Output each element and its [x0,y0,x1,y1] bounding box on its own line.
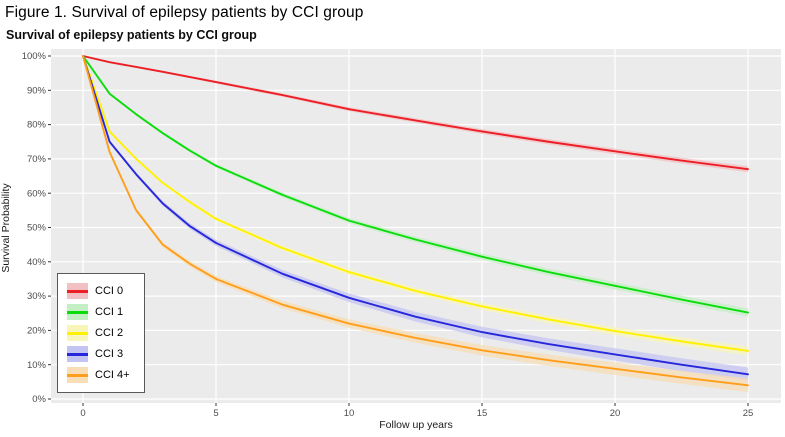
legend-key-swatch [67,283,88,299]
legend-key-line [67,332,88,335]
y-axis-title: Survival Probability [0,183,12,273]
legend-item-label: CCI 1 [95,306,124,318]
y-tick-label: 70% [27,154,47,165]
legend-item: CCI 2 [67,323,144,344]
y-tick-label: 10% [27,360,47,371]
x-tick-label: 10 [344,408,355,419]
legend-item: CCI 0 [67,281,144,302]
legend-item-label: CCI 3 [95,348,124,360]
y-tick-label: 90% [27,85,47,96]
y-tick-label: 60% [27,188,47,199]
y-tick-label: 30% [27,291,47,302]
x-tick-label: 20 [610,408,621,419]
y-tick-label: 100% [22,51,47,62]
legend-item-label: CCI 0 [95,285,124,297]
series-line-cci-2 [82,55,749,352]
legend-item: CCI 4+ [67,365,144,386]
chart-title: Survival of epilepsy patients by CCI gro… [6,28,257,42]
legend-key-line [67,374,88,377]
x-tick-label: 25 [743,408,754,419]
series-line-cci-1 [82,55,749,314]
series-line-cci-3 [82,55,749,376]
series-line-cci-4plus [82,55,749,387]
legend-item-label: CCI 4+ [95,369,130,381]
y-tick-label: 80% [27,120,47,131]
legend-key-swatch [67,304,88,320]
x-tick-label: 0 [80,408,85,419]
y-tick-label: 0% [32,394,46,405]
legend-item: CCI 1 [67,302,144,323]
y-tick-label: 20% [27,326,47,337]
y-tick-label: 50% [27,223,47,234]
legend-key-line [67,311,88,314]
figure-caption: Figure 1. Survival of epilepsy patients … [5,4,364,21]
series-line-cci-0 [82,55,749,171]
x-tick-label: 5 [213,408,218,419]
x-tick-label: 15 [477,408,488,419]
x-axis-title: Follow up years [379,419,453,431]
legend-item: CCI 3 [67,344,144,365]
legend: CCI 0 CCI 1 CCI 2 CCI 3 CCI 4+ [57,273,145,393]
legend-item-label: CCI 2 [95,327,124,339]
legend-key-swatch [67,346,88,362]
legend-key-line [67,290,88,293]
legend-key-swatch [67,367,88,383]
legend-key-swatch [67,325,88,341]
y-tick-label: 40% [27,257,47,268]
legend-key-line [67,353,88,356]
plot-panel [51,49,781,403]
